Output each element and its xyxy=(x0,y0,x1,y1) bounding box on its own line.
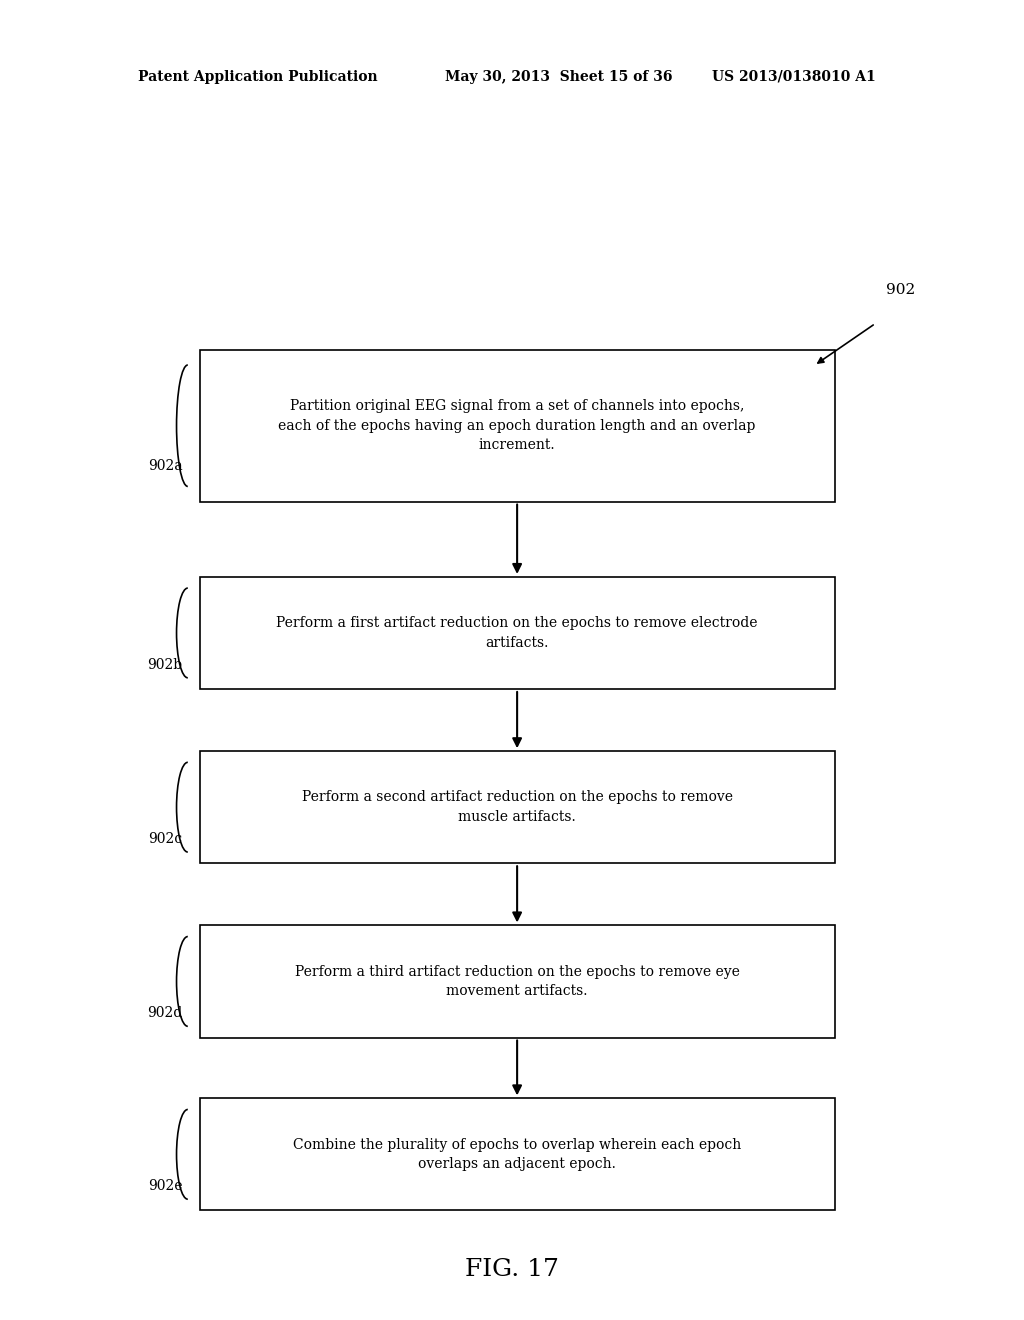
Text: Patent Application Publication: Patent Application Publication xyxy=(138,70,378,83)
Text: Perform a third artifact reduction on the epochs to remove eye
movement artifact: Perform a third artifact reduction on th… xyxy=(295,965,739,998)
Text: 902b: 902b xyxy=(147,657,182,672)
Text: Partition original EEG signal from a set of channels into epochs,
each of the ep: Partition original EEG signal from a set… xyxy=(279,399,756,453)
Text: FIG. 17: FIG. 17 xyxy=(465,1258,559,1282)
Bar xyxy=(200,1098,835,1210)
Text: Combine the plurality of epochs to overlap wherein each epoch
overlaps an adjace: Combine the plurality of epochs to overl… xyxy=(293,1138,741,1171)
Text: May 30, 2013  Sheet 15 of 36: May 30, 2013 Sheet 15 of 36 xyxy=(445,70,673,83)
Text: 902c: 902c xyxy=(148,832,182,846)
Bar xyxy=(200,350,835,502)
Text: 902a: 902a xyxy=(148,459,182,473)
Text: 902d: 902d xyxy=(147,1006,182,1020)
Text: Perform a second artifact reduction on the epochs to remove
muscle artifacts.: Perform a second artifact reduction on t… xyxy=(302,791,732,824)
Bar xyxy=(200,925,835,1038)
Text: 902e: 902e xyxy=(148,1179,182,1193)
Text: 902: 902 xyxy=(886,284,915,297)
Bar xyxy=(200,751,835,863)
Text: Perform a first artifact reduction on the epochs to remove electrode
artifacts.: Perform a first artifact reduction on th… xyxy=(276,616,758,649)
Text: US 2013/0138010 A1: US 2013/0138010 A1 xyxy=(712,70,876,83)
Bar xyxy=(200,577,835,689)
